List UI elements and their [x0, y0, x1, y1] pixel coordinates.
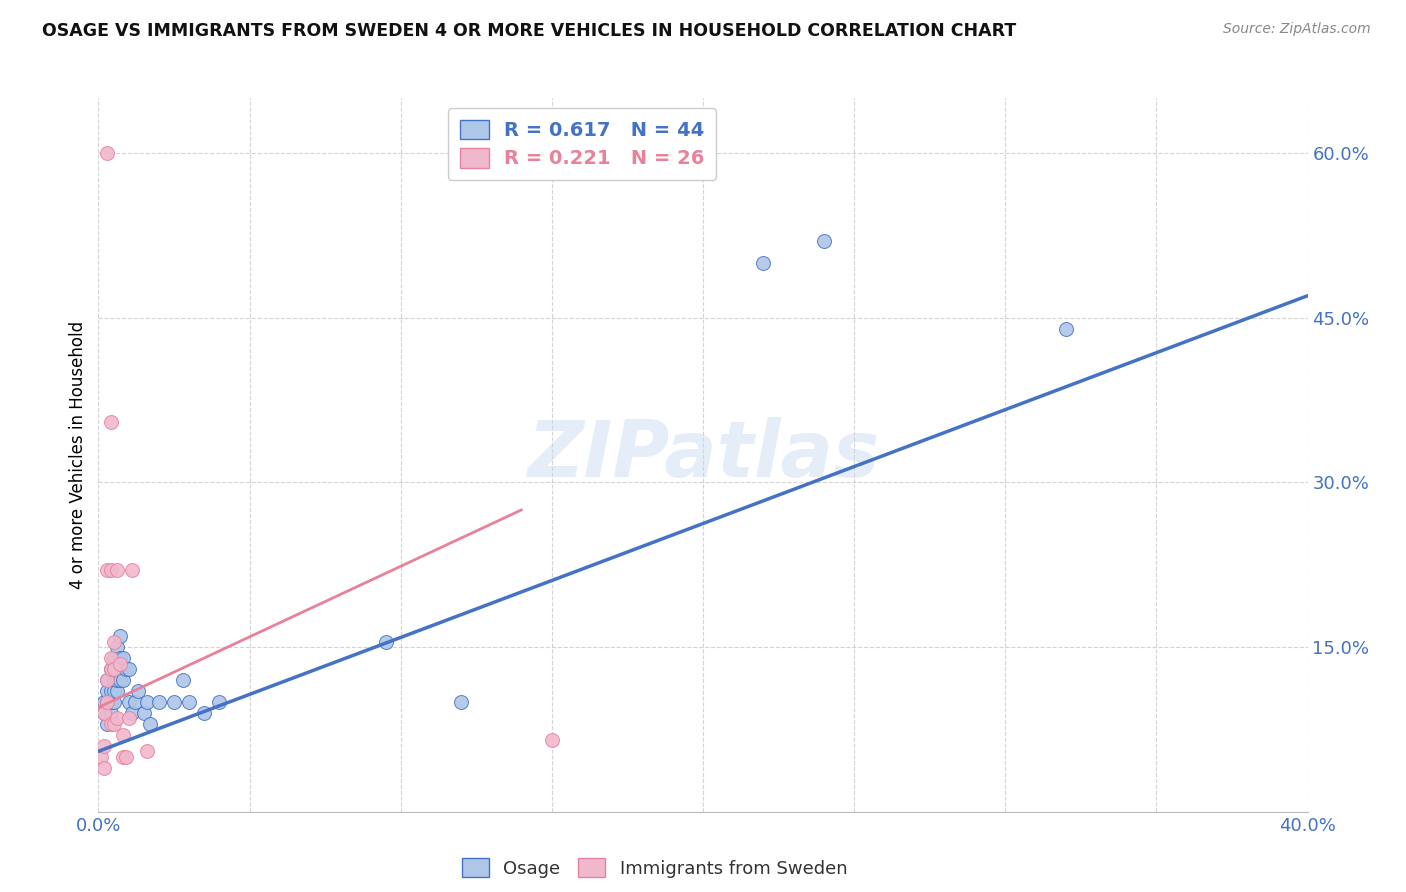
Point: [103, 662, 125, 676]
Point: [100, 651, 122, 665]
Point: [105, 673, 128, 687]
Point: [813, 234, 835, 248]
Point: [177, 695, 201, 709]
Point: [193, 706, 215, 720]
Point: [114, 662, 136, 676]
Y-axis label: 4 or more Vehicles in Household: 4 or more Vehicles in Household: [69, 321, 87, 589]
Point: [103, 673, 125, 687]
Point: [114, 749, 136, 764]
Point: [374, 634, 396, 648]
Point: [132, 706, 155, 720]
Point: [105, 640, 128, 654]
Point: [450, 695, 472, 709]
Point: [100, 706, 122, 720]
Point: [96, 695, 118, 709]
Point: [108, 673, 131, 687]
Point: [93, 695, 115, 709]
Point: [105, 662, 128, 676]
Point: [124, 695, 146, 709]
Point: [105, 563, 128, 577]
Point: [118, 662, 141, 676]
Point: [135, 695, 157, 709]
Point: [111, 651, 134, 665]
Point: [1054, 321, 1077, 335]
Point: [93, 739, 115, 753]
Point: [100, 717, 122, 731]
Point: [148, 695, 170, 709]
Point: [108, 651, 131, 665]
Point: [118, 695, 141, 709]
Text: Source: ZipAtlas.com: Source: ZipAtlas.com: [1223, 22, 1371, 37]
Point: [100, 684, 122, 698]
Point: [96, 684, 118, 698]
Point: [100, 695, 122, 709]
Point: [103, 634, 125, 648]
Point: [103, 651, 125, 665]
Point: [100, 415, 122, 429]
Point: [96, 563, 118, 577]
Point: [108, 657, 131, 671]
Point: [96, 717, 118, 731]
Point: [172, 673, 194, 687]
Point: [103, 684, 125, 698]
Point: [103, 662, 125, 676]
Point: [139, 717, 162, 731]
Point: [135, 744, 157, 758]
Point: [163, 695, 186, 709]
Point: [108, 629, 131, 643]
Point: [118, 711, 141, 725]
Point: [96, 673, 118, 687]
Point: [111, 673, 134, 687]
Point: [105, 711, 128, 725]
Point: [208, 695, 231, 709]
Point: [100, 662, 122, 676]
Point: [111, 749, 134, 764]
Point: [96, 695, 118, 709]
Point: [105, 684, 128, 698]
Point: [127, 684, 149, 698]
Point: [121, 706, 143, 720]
Text: OSAGE VS IMMIGRANTS FROM SWEDEN 4 OR MORE VEHICLES IN HOUSEHOLD CORRELATION CHAR: OSAGE VS IMMIGRANTS FROM SWEDEN 4 OR MOR…: [42, 22, 1017, 40]
Point: [96, 146, 118, 161]
Point: [103, 695, 125, 709]
Point: [93, 706, 115, 720]
Point: [752, 256, 775, 270]
Text: ZIPatlas: ZIPatlas: [527, 417, 879, 493]
Point: [96, 673, 118, 687]
Point: [540, 733, 562, 747]
Point: [90, 749, 112, 764]
Legend: Osage, Immigrants from Sweden: Osage, Immigrants from Sweden: [454, 851, 855, 885]
Point: [111, 728, 134, 742]
Point: [100, 563, 122, 577]
Point: [103, 717, 125, 731]
Point: [93, 761, 115, 775]
Point: [100, 662, 122, 676]
Point: [93, 706, 115, 720]
Point: [121, 563, 143, 577]
